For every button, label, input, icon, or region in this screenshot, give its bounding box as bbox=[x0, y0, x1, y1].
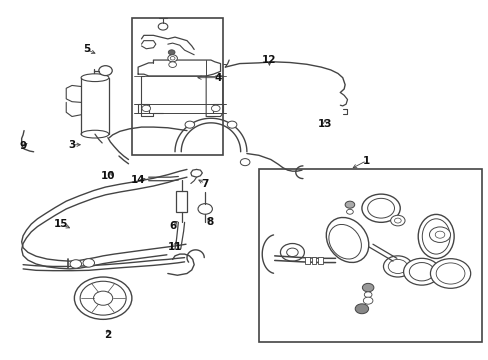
Bar bbox=[132, 18, 223, 155]
Bar bbox=[317, 257, 322, 264]
Text: 10: 10 bbox=[101, 171, 115, 181]
Circle shape bbox=[367, 198, 394, 218]
Circle shape bbox=[93, 291, 112, 305]
Text: 5: 5 bbox=[82, 45, 90, 54]
Circle shape bbox=[428, 227, 449, 242]
Bar bbox=[176, 191, 186, 212]
Circle shape bbox=[142, 105, 150, 112]
Text: 15: 15 bbox=[54, 219, 68, 229]
Circle shape bbox=[211, 105, 220, 112]
Circle shape bbox=[364, 292, 371, 297]
Circle shape bbox=[184, 121, 194, 128]
Text: 8: 8 bbox=[206, 217, 213, 227]
Circle shape bbox=[346, 209, 352, 214]
Bar bbox=[258, 170, 481, 342]
Circle shape bbox=[429, 259, 470, 288]
Circle shape bbox=[158, 23, 167, 30]
Text: 7: 7 bbox=[201, 179, 208, 189]
Bar bbox=[311, 257, 316, 264]
Circle shape bbox=[362, 283, 373, 292]
Circle shape bbox=[74, 277, 132, 319]
Circle shape bbox=[390, 215, 404, 226]
Circle shape bbox=[99, 66, 112, 76]
Circle shape bbox=[168, 50, 175, 55]
Circle shape bbox=[361, 194, 399, 222]
Circle shape bbox=[168, 62, 176, 67]
Circle shape bbox=[227, 121, 236, 128]
Circle shape bbox=[394, 218, 400, 223]
Circle shape bbox=[280, 243, 304, 261]
Bar bbox=[305, 257, 309, 264]
Circle shape bbox=[80, 281, 126, 315]
Circle shape bbox=[167, 55, 177, 62]
Circle shape bbox=[198, 204, 212, 214]
Ellipse shape bbox=[417, 215, 453, 258]
Circle shape bbox=[408, 262, 433, 281]
Ellipse shape bbox=[422, 219, 449, 254]
Circle shape bbox=[363, 297, 372, 304]
Circle shape bbox=[345, 201, 354, 208]
Ellipse shape bbox=[328, 224, 361, 259]
Text: 6: 6 bbox=[169, 221, 176, 231]
Circle shape bbox=[403, 258, 439, 285]
Circle shape bbox=[354, 304, 368, 314]
Circle shape bbox=[240, 159, 249, 166]
Circle shape bbox=[83, 259, 94, 267]
Text: 2: 2 bbox=[104, 330, 111, 340]
Circle shape bbox=[70, 260, 81, 268]
Text: 11: 11 bbox=[167, 242, 182, 252]
Circle shape bbox=[434, 231, 444, 238]
Circle shape bbox=[383, 256, 411, 277]
Ellipse shape bbox=[81, 74, 109, 82]
Text: 1: 1 bbox=[362, 156, 369, 166]
Ellipse shape bbox=[325, 217, 368, 262]
Circle shape bbox=[286, 248, 298, 257]
Circle shape bbox=[435, 263, 464, 284]
Text: 12: 12 bbox=[262, 55, 276, 65]
Text: 9: 9 bbox=[20, 141, 27, 152]
Text: 4: 4 bbox=[214, 73, 222, 83]
Ellipse shape bbox=[81, 130, 109, 138]
Circle shape bbox=[170, 57, 175, 60]
Circle shape bbox=[387, 259, 407, 274]
Text: 13: 13 bbox=[317, 118, 331, 129]
Text: 14: 14 bbox=[130, 175, 144, 185]
Text: 3: 3 bbox=[68, 140, 76, 150]
